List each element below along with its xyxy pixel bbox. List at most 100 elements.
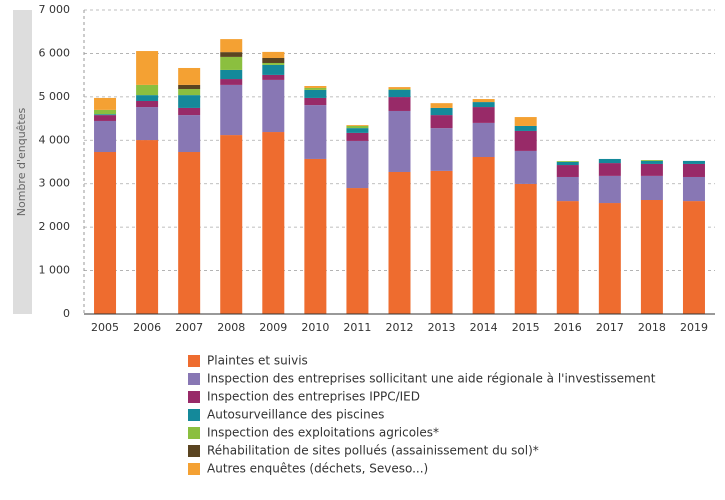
bar-segment — [220, 56, 243, 70]
bar-segment — [598, 158, 621, 164]
legend-swatch — [188, 355, 200, 367]
bar-segment — [514, 125, 537, 131]
bar-segment — [136, 84, 159, 96]
bar-segment — [640, 163, 663, 176]
bar-segment — [178, 115, 201, 153]
x-tick-label: 2008 — [217, 321, 245, 334]
bar-segment — [556, 201, 579, 314]
bar-segment — [94, 115, 117, 121]
bar-segment — [388, 89, 411, 90]
bar-segment — [304, 87, 327, 90]
bar-segment — [136, 107, 159, 141]
bar-segment — [430, 107, 453, 116]
bar-segment — [598, 163, 621, 176]
x-tick-label: 2005 — [91, 321, 119, 334]
bar-segment — [640, 175, 663, 200]
bar-segment — [262, 62, 285, 65]
x-tick-label: 2018 — [638, 321, 666, 334]
bar-segment — [262, 51, 285, 58]
x-tick-label: 2010 — [301, 321, 329, 334]
y-axis-label: Nombre d'enquêtes — [15, 107, 28, 216]
bar-segment — [640, 160, 663, 161]
bar-segment — [304, 97, 327, 106]
bar-segment — [220, 39, 243, 53]
bar-segment — [346, 125, 369, 126]
legend-label: Autres enquêtes (déchets, Seveso...) — [207, 462, 428, 476]
legend-label: Autosurveillance des piscines — [207, 408, 384, 422]
y-tick-label: 0 — [63, 307, 70, 320]
y-tick-label: 3 000 — [39, 177, 71, 190]
bar-segment — [682, 163, 705, 177]
bar-segment — [346, 125, 369, 129]
bar-segment — [556, 165, 579, 177]
bar-segment — [178, 95, 201, 108]
bar-segment — [220, 52, 243, 57]
bar-segment — [94, 120, 117, 153]
y-tick-label: 4 000 — [39, 133, 71, 146]
bar-segment — [640, 200, 663, 314]
bar-segment — [514, 130, 537, 151]
x-tick-label: 2009 — [259, 321, 287, 334]
bar-segment — [178, 67, 201, 85]
bar-segment — [262, 79, 285, 133]
bar-segment — [220, 69, 243, 80]
bar-segment — [262, 57, 285, 63]
bar-segment — [94, 114, 117, 116]
y-tick-label: 1 000 — [39, 264, 71, 277]
x-tick-label: 2016 — [554, 321, 582, 334]
bar-segment — [304, 158, 327, 314]
bar-segment — [472, 102, 495, 108]
bar-segment — [94, 109, 117, 115]
legend-swatch — [188, 391, 200, 403]
bar-segment — [220, 79, 243, 85]
bar-segment — [178, 89, 201, 96]
bar-segment — [682, 176, 705, 202]
y-tick-label: 2 000 — [39, 220, 71, 233]
bar-segment — [430, 103, 453, 108]
x-tick-label: 2012 — [386, 321, 414, 334]
legend-swatch — [188, 373, 200, 385]
bar-segment — [556, 162, 579, 166]
bar-segment — [220, 84, 243, 136]
x-tick-label: 2011 — [343, 321, 371, 334]
bar-segment — [346, 128, 369, 133]
bar-segment — [178, 84, 201, 90]
x-tick-label: 2017 — [596, 321, 624, 334]
bar-segment — [304, 86, 327, 88]
bar-segment — [598, 175, 621, 204]
bar-segment — [514, 150, 537, 184]
bar-segment — [472, 122, 495, 158]
bar-segment — [346, 140, 369, 189]
x-tick-label: 2013 — [428, 321, 456, 334]
bar-segment — [178, 152, 201, 314]
bar-segment — [136, 51, 159, 85]
bar-segment — [178, 107, 201, 116]
legend-swatch — [188, 445, 200, 457]
x-tick-label: 2006 — [133, 321, 161, 334]
bar-segment — [346, 132, 369, 141]
bar-segment — [472, 157, 495, 314]
bar-segment — [514, 117, 537, 126]
x-tick-label: 2019 — [680, 321, 708, 334]
bar-segment — [220, 135, 243, 314]
bar-segment — [136, 95, 159, 101]
bar-segment — [136, 100, 159, 108]
bar-segment — [430, 170, 453, 314]
bar-segment — [388, 97, 411, 111]
bar-segment — [262, 74, 285, 80]
bar-segment — [682, 160, 705, 164]
bar-segment — [262, 132, 285, 314]
bar-segment — [304, 105, 327, 159]
x-tick-label: 2015 — [512, 321, 540, 334]
legend-swatch — [188, 427, 200, 439]
bar-segment — [388, 171, 411, 314]
bar-segment — [472, 99, 495, 103]
x-tick-label: 2007 — [175, 321, 203, 334]
legend-label: Inspection des exploitations agricoles* — [207, 426, 439, 440]
bar-segment — [94, 97, 117, 110]
legend-label: Plaintes et suivis — [207, 354, 308, 368]
bar-segment — [682, 201, 705, 314]
bar-segment — [304, 89, 327, 98]
y-tick-label: 7 000 — [39, 3, 71, 16]
bar-segment — [514, 183, 537, 314]
